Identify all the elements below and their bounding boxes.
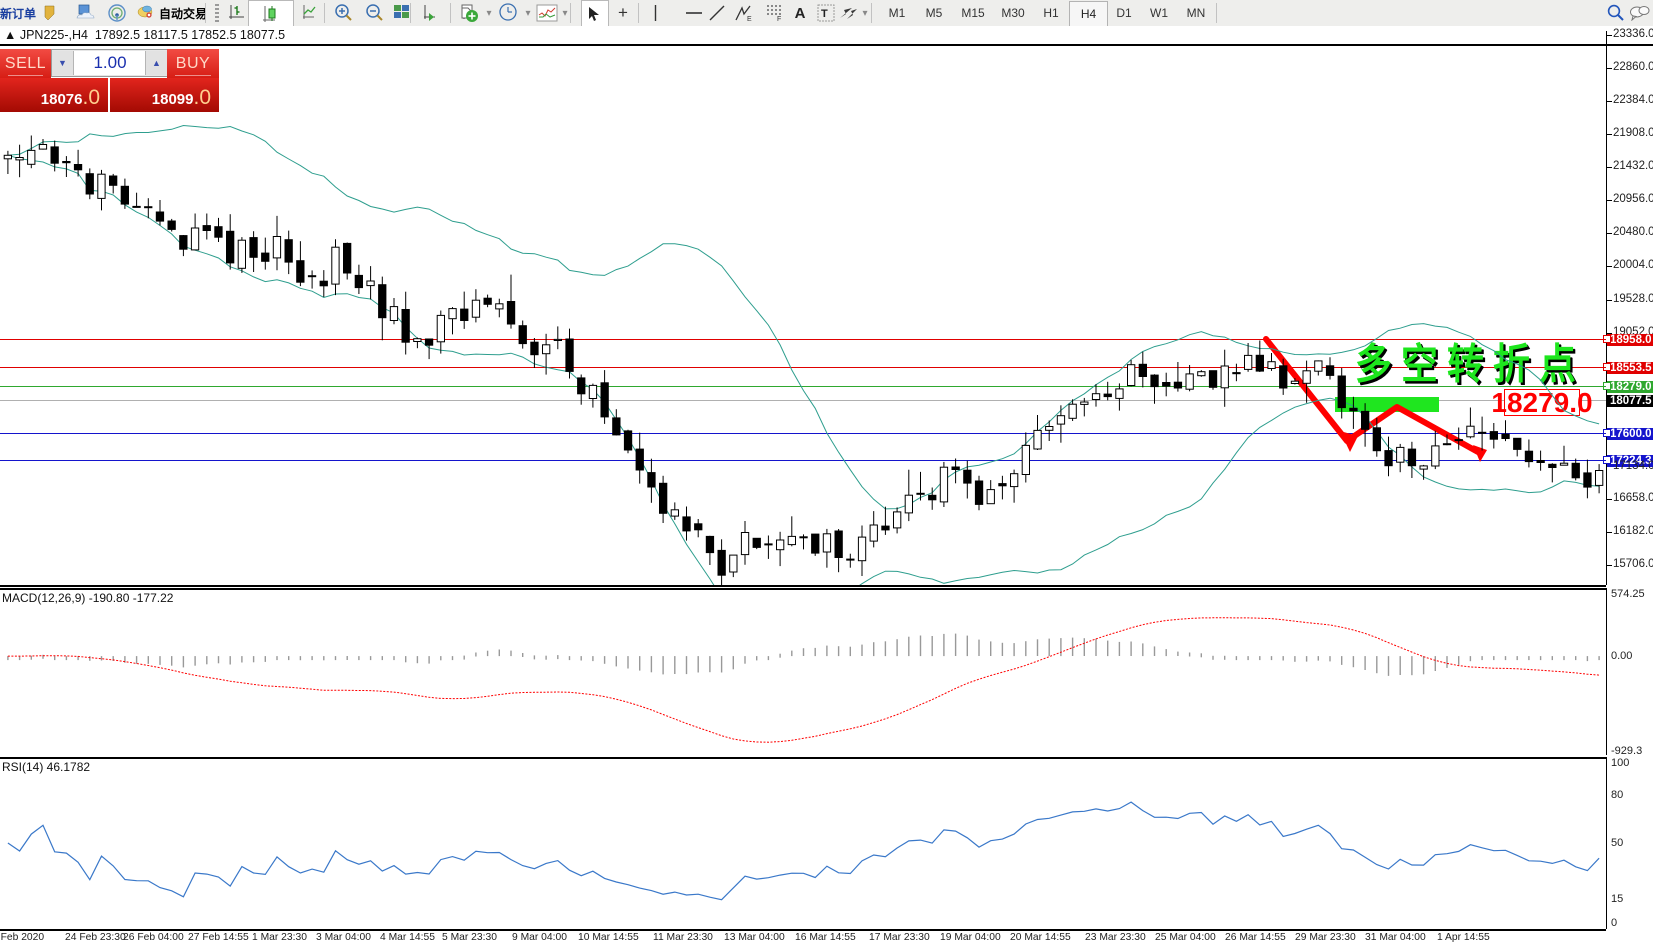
svg-text:T: T	[821, 8, 828, 20]
svg-text:F: F	[777, 16, 781, 22]
svg-text:E: E	[747, 16, 752, 22]
